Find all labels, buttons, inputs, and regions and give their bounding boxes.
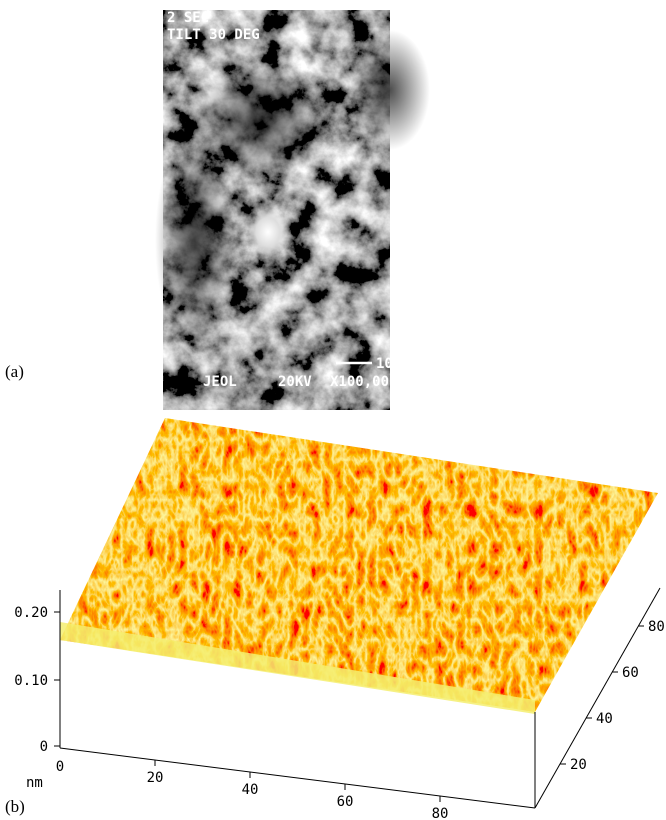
panel-label: (a) <box>5 362 24 381</box>
sem-label: 2 SEC <box>167 10 209 26</box>
sem-label: JEOL <box>203 374 237 390</box>
x-tick-label: 0 <box>56 759 64 775</box>
scale-bar-label: 100nm <box>376 356 418 372</box>
sem-label: TILT 30 DEG <box>167 27 260 43</box>
sem-label: 7mm <box>451 374 476 390</box>
sem-image <box>155 10 430 410</box>
x-tick-label: 60 <box>337 794 354 810</box>
sem-label: X100,000 <box>330 374 397 390</box>
y-tick-label: 20 <box>570 757 587 773</box>
panel-label: (b) <box>5 797 25 816</box>
z-tick-label: 0.20 <box>14 605 48 621</box>
y-tick-label: 80 <box>648 619 665 635</box>
x-tick-label: 80 <box>432 806 449 820</box>
z-tick-label: 0.10 <box>14 673 48 689</box>
y-tick-label: 60 <box>622 665 639 681</box>
y-tick-label: 40 <box>596 711 613 727</box>
sem-label: 20KV <box>278 374 312 390</box>
z-tick-label: 0 <box>40 739 48 755</box>
figure: 2 SEC TILT 30 DEG 100nm JEOL 20KV X100,0… <box>0 0 666 820</box>
z-unit: nm <box>26 775 43 791</box>
x-tick-label: 20 <box>147 770 164 786</box>
x-tick-label: 40 <box>242 782 259 798</box>
